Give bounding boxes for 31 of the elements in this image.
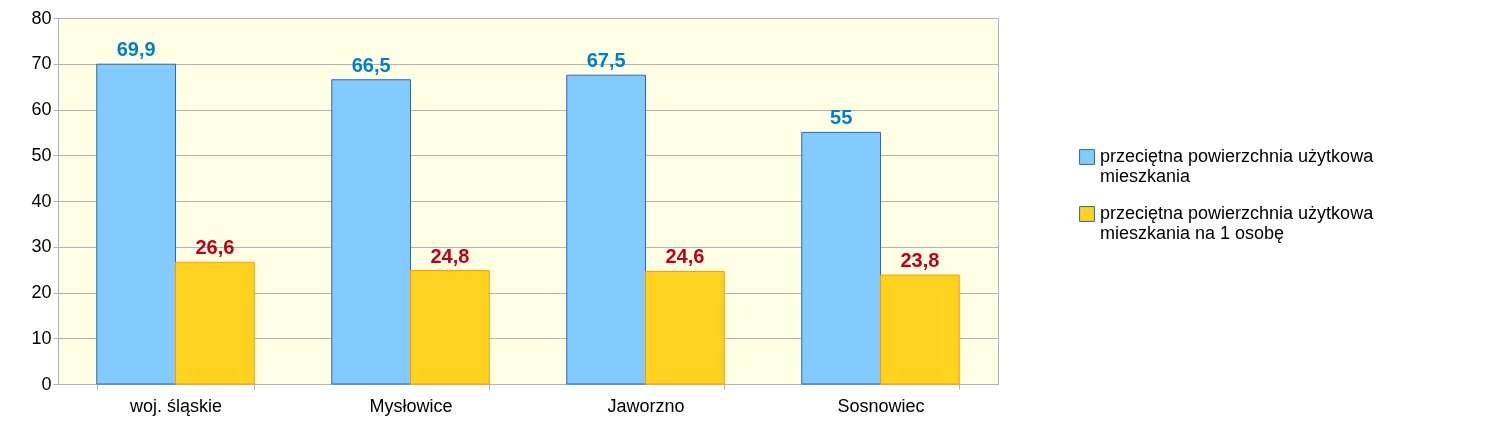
x-tick-label: woj. śląskie	[128, 395, 223, 416]
y-tick-label: 30	[31, 236, 52, 257]
y-tick-label: 20	[31, 282, 52, 302]
data-label: 23,8	[900, 249, 940, 272]
bar	[410, 270, 490, 385]
bar	[96, 63, 176, 385]
y-tick-label: 10	[31, 327, 52, 348]
y-tick-label: 50	[31, 144, 52, 165]
bar	[331, 79, 411, 385]
data-label: 24,8	[430, 244, 470, 267]
data-label: 55	[830, 106, 853, 129]
bar	[801, 131, 881, 385]
data-label: 24,6	[665, 245, 705, 268]
x-tick-label: Sosnowiec	[837, 395, 925, 416]
data-label: 26,6	[195, 236, 235, 259]
y-tick-label: 80	[31, 7, 52, 28]
legend-label: przeciętna powierzchnia użytkowa mieszkania na 1 osobę	[1100, 203, 1375, 243]
data-label: 66,5	[351, 53, 391, 76]
y-tick-label: 70	[31, 53, 52, 74]
bar	[175, 261, 255, 385]
bar	[880, 274, 960, 385]
bar	[645, 270, 725, 385]
y-tick-label: 40	[31, 190, 52, 211]
x-tick-label: Jaworzno	[607, 395, 685, 416]
y-tick-label: 0	[41, 373, 52, 394]
data-label: 67,5	[586, 49, 626, 72]
x-tick-label: Mysłowice	[369, 395, 453, 416]
y-tick-label: 60	[31, 99, 52, 119]
bar	[566, 74, 646, 385]
data-label: 69,9	[116, 38, 156, 61]
legend-label: przeciętna powierzchnia użytkowa mieszkania	[1100, 146, 1375, 186]
